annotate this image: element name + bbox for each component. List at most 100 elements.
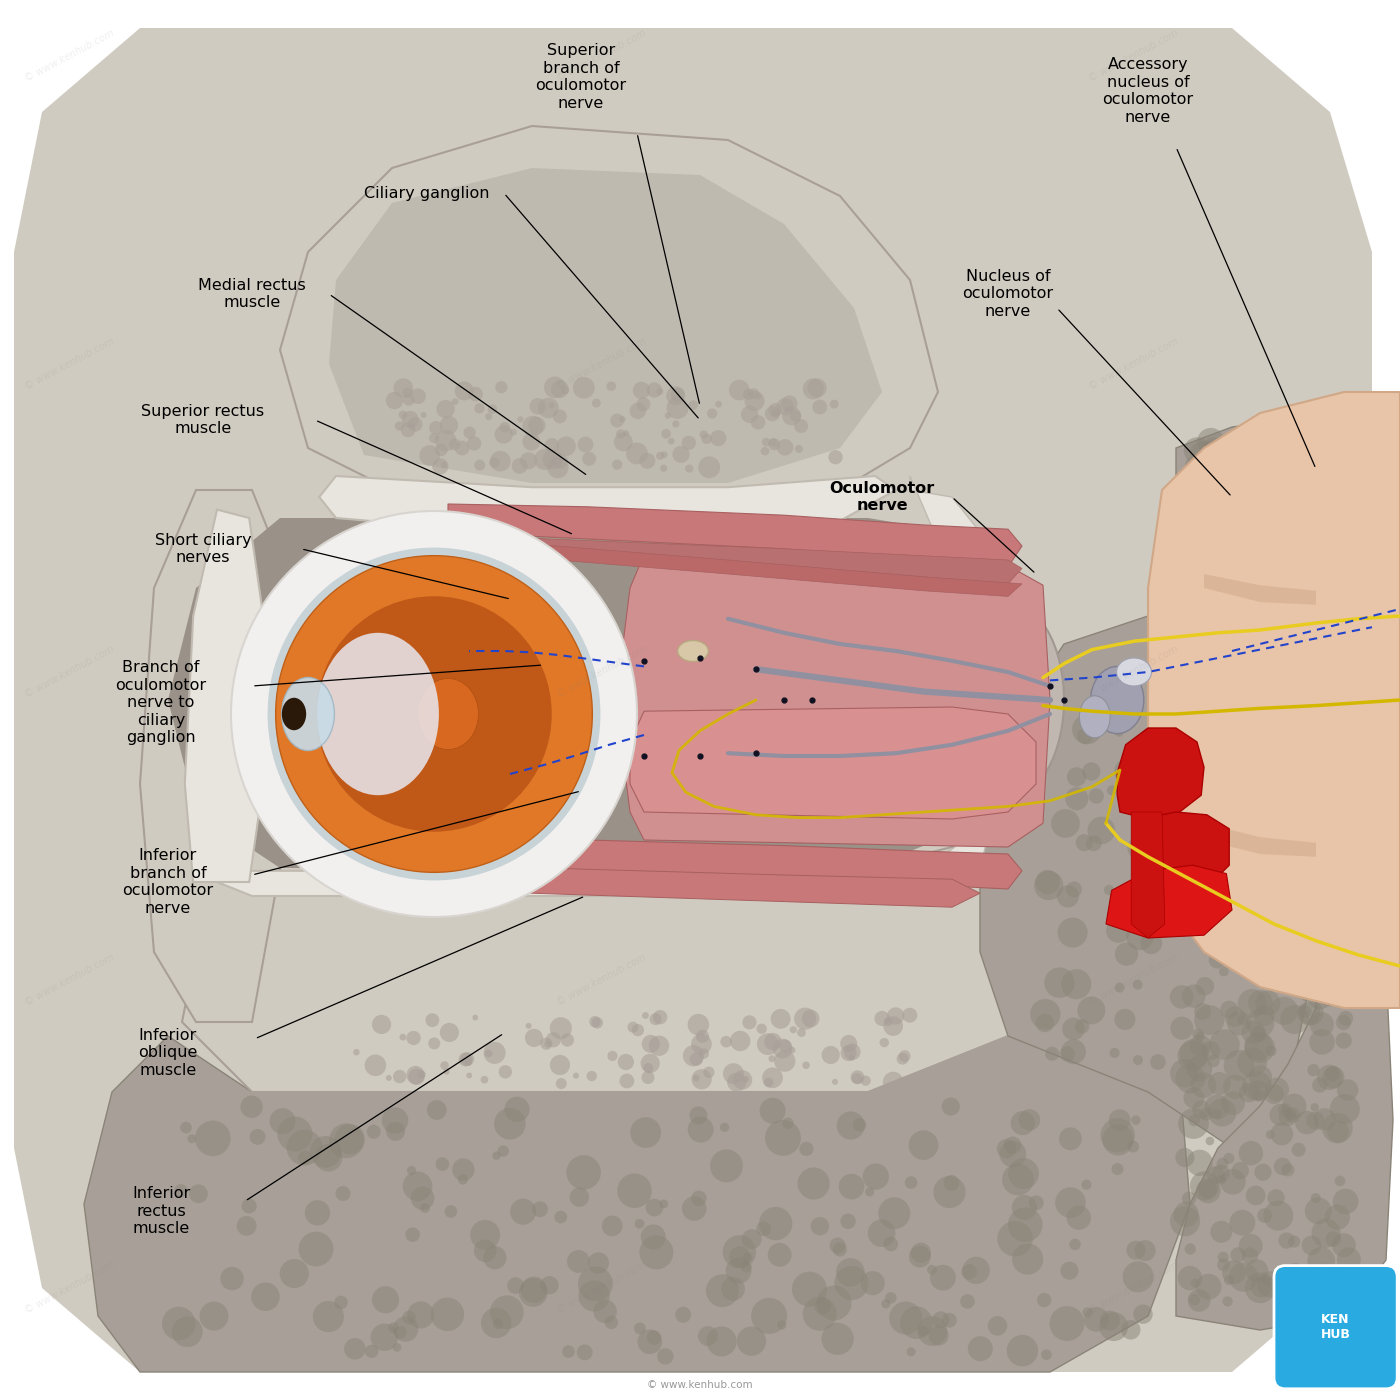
Circle shape <box>1280 519 1291 531</box>
Circle shape <box>372 1015 391 1035</box>
Circle shape <box>1323 442 1347 466</box>
Circle shape <box>1305 1197 1331 1224</box>
Circle shape <box>1222 1296 1232 1306</box>
Circle shape <box>1254 547 1278 571</box>
Circle shape <box>463 427 476 438</box>
Circle shape <box>756 1221 771 1236</box>
Circle shape <box>1134 1240 1156 1261</box>
Circle shape <box>1235 566 1243 575</box>
Circle shape <box>316 596 552 832</box>
Circle shape <box>528 417 546 434</box>
Circle shape <box>802 1009 819 1028</box>
Circle shape <box>1182 984 1205 1008</box>
Circle shape <box>1264 1084 1284 1105</box>
Circle shape <box>675 1306 692 1323</box>
Circle shape <box>1056 1187 1086 1218</box>
Circle shape <box>493 1319 503 1329</box>
Circle shape <box>594 1299 617 1323</box>
Circle shape <box>657 1348 673 1365</box>
Circle shape <box>444 1205 458 1218</box>
Circle shape <box>507 1277 524 1294</box>
Circle shape <box>592 1018 603 1029</box>
Circle shape <box>657 452 665 461</box>
Circle shape <box>472 1015 479 1021</box>
Circle shape <box>1123 1261 1154 1292</box>
Circle shape <box>1035 871 1064 900</box>
Circle shape <box>188 1134 196 1144</box>
Circle shape <box>682 1196 707 1221</box>
Circle shape <box>672 445 690 463</box>
Circle shape <box>1208 1072 1231 1095</box>
Circle shape <box>769 438 777 447</box>
Circle shape <box>287 1130 322 1166</box>
Circle shape <box>1180 1039 1210 1068</box>
Text: Branch of
oculomotor
nerve to
ciliary
ganglion: Branch of oculomotor nerve to ciliary ga… <box>115 661 207 745</box>
Circle shape <box>1175 550 1203 580</box>
Circle shape <box>1292 1142 1306 1156</box>
Circle shape <box>428 433 440 444</box>
Text: Superior
branch of
oculomotor
nerve: Superior branch of oculomotor nerve <box>535 43 627 111</box>
Circle shape <box>1239 1082 1259 1102</box>
Circle shape <box>490 451 511 472</box>
Circle shape <box>403 1172 433 1201</box>
Circle shape <box>1257 1208 1273 1224</box>
Circle shape <box>448 438 461 451</box>
Circle shape <box>1184 788 1197 801</box>
Circle shape <box>399 410 407 419</box>
Circle shape <box>1127 760 1152 784</box>
Circle shape <box>1215 913 1229 927</box>
Circle shape <box>742 1229 762 1249</box>
Circle shape <box>1102 1124 1134 1155</box>
Circle shape <box>570 1187 589 1207</box>
Circle shape <box>836 1259 865 1287</box>
Circle shape <box>483 1042 505 1064</box>
Circle shape <box>435 444 448 456</box>
Circle shape <box>883 1071 903 1092</box>
Circle shape <box>1336 535 1355 556</box>
Circle shape <box>687 1014 710 1036</box>
Circle shape <box>353 1049 360 1056</box>
Polygon shape <box>329 168 882 483</box>
Circle shape <box>1222 1260 1246 1284</box>
Circle shape <box>441 1061 449 1070</box>
Circle shape <box>1274 540 1289 556</box>
Circle shape <box>1133 1305 1152 1324</box>
Circle shape <box>1288 1235 1301 1247</box>
Circle shape <box>788 1047 795 1054</box>
Circle shape <box>770 1009 791 1029</box>
Circle shape <box>1029 1196 1044 1210</box>
Circle shape <box>703 1067 714 1078</box>
Circle shape <box>707 409 717 419</box>
Circle shape <box>199 1302 228 1330</box>
Circle shape <box>1296 493 1306 504</box>
Circle shape <box>410 388 426 405</box>
Circle shape <box>1170 1016 1193 1040</box>
Polygon shape <box>420 865 980 907</box>
Circle shape <box>395 421 405 431</box>
Text: Ciliary ganglion: Ciliary ganglion <box>364 186 490 200</box>
Circle shape <box>1235 948 1254 967</box>
Circle shape <box>903 1008 917 1023</box>
Ellipse shape <box>417 679 479 749</box>
Circle shape <box>1266 1046 1277 1057</box>
Circle shape <box>181 1121 192 1134</box>
Circle shape <box>335 1124 365 1154</box>
Circle shape <box>490 1295 524 1329</box>
Circle shape <box>1214 563 1233 582</box>
Circle shape <box>1189 872 1197 881</box>
Circle shape <box>619 416 626 423</box>
Circle shape <box>510 428 517 435</box>
Circle shape <box>1161 829 1183 851</box>
Circle shape <box>510 1198 536 1225</box>
Circle shape <box>1149 802 1177 830</box>
Circle shape <box>742 1015 756 1029</box>
Circle shape <box>435 430 456 451</box>
Circle shape <box>475 403 484 413</box>
Circle shape <box>822 1046 840 1064</box>
Circle shape <box>1260 935 1289 965</box>
Circle shape <box>1151 1054 1166 1070</box>
Circle shape <box>1186 458 1198 470</box>
Circle shape <box>1114 759 1140 784</box>
Circle shape <box>336 1186 350 1201</box>
Circle shape <box>1187 1289 1211 1312</box>
